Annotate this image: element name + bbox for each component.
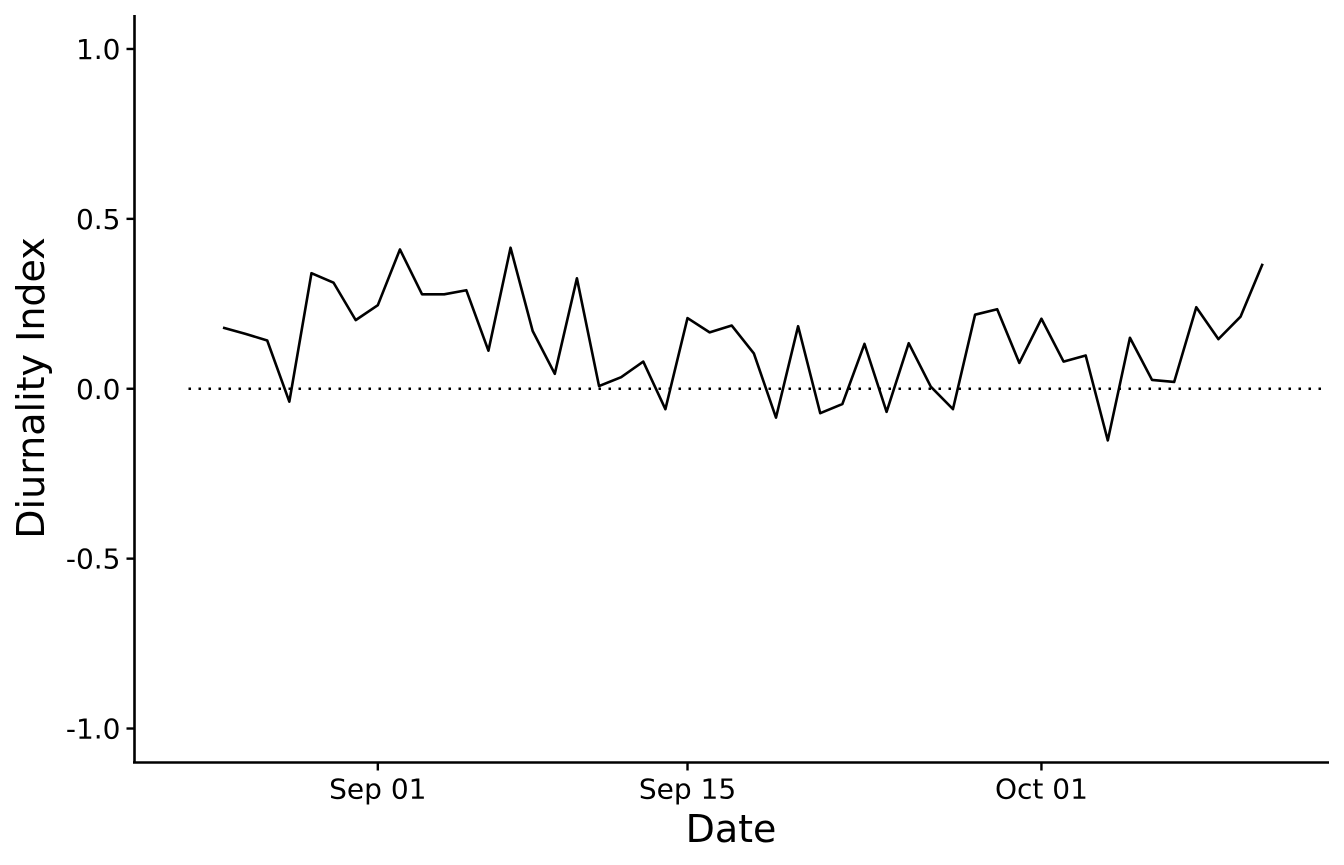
- y-tick-label: -0.5: [66, 543, 121, 576]
- x-tick-label: Sep 01: [329, 773, 426, 806]
- x-tick-label: Oct 01: [995, 773, 1088, 806]
- y-axis-ticks: -1.0 -0.5 0.0 0.5 1.0: [66, 33, 135, 746]
- y-axis-title: Diurnality Index: [9, 237, 53, 538]
- y-tick-label: -1.0: [66, 713, 121, 746]
- diurnality-series-line: [222, 246, 1264, 442]
- x-axis-ticks: Sep 01 Sep 15 Oct 01: [329, 762, 1088, 806]
- x-tick-label: Sep 15: [639, 773, 736, 806]
- y-tick-label: 0.5: [76, 203, 121, 236]
- y-tick-label: 0.0: [76, 373, 121, 406]
- x-axis-title: Date: [686, 807, 777, 851]
- y-tick-label: 1.0: [76, 33, 121, 66]
